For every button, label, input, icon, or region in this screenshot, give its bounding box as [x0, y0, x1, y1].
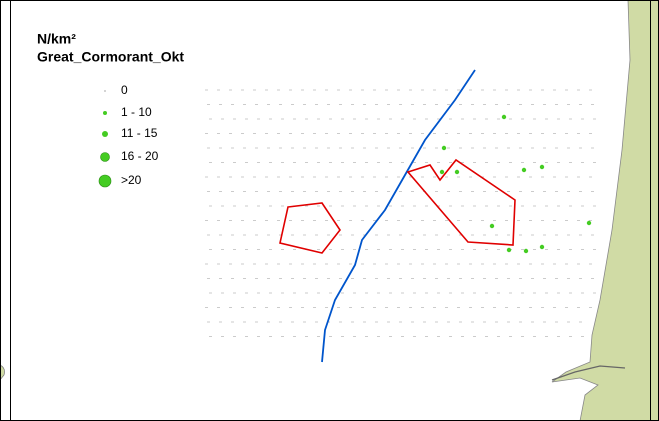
observation-dot: [441, 145, 447, 151]
legend-label: 0: [121, 83, 128, 97]
legend-title: N/km²: [37, 31, 76, 47]
legend-label: >20: [121, 173, 142, 187]
legend-label: 11 - 15: [121, 126, 158, 140]
observation-dot: [539, 244, 545, 250]
legend-label: 1 - 10: [121, 105, 152, 119]
observation-dot: [523, 248, 529, 254]
legend-symbol: [98, 174, 112, 188]
observation-dot: [454, 169, 460, 175]
observation-dot: [501, 114, 507, 120]
observation-dot: [489, 223, 495, 229]
legend-symbol: [103, 111, 107, 115]
boundary-line: [321, 69, 476, 363]
legend-subtitle: Great_Cormorant_Okt: [37, 49, 184, 65]
observations: [439, 114, 592, 254]
land-left: [0, 364, 5, 381]
legend-label: 16 - 20: [121, 149, 159, 163]
survey-tracks: [205, 89, 600, 337]
observation-dot: [506, 247, 512, 253]
river-mouth: [551, 365, 626, 381]
observation-dot: [521, 167, 527, 173]
observation-dot: [439, 169, 445, 175]
area-polygon: [279, 202, 341, 254]
area-polygon: [406, 158, 516, 246]
legend-symbol: [102, 131, 108, 137]
observation-dot: [586, 220, 592, 226]
observation-dot: [539, 164, 545, 170]
legend-symbol: [100, 152, 110, 162]
